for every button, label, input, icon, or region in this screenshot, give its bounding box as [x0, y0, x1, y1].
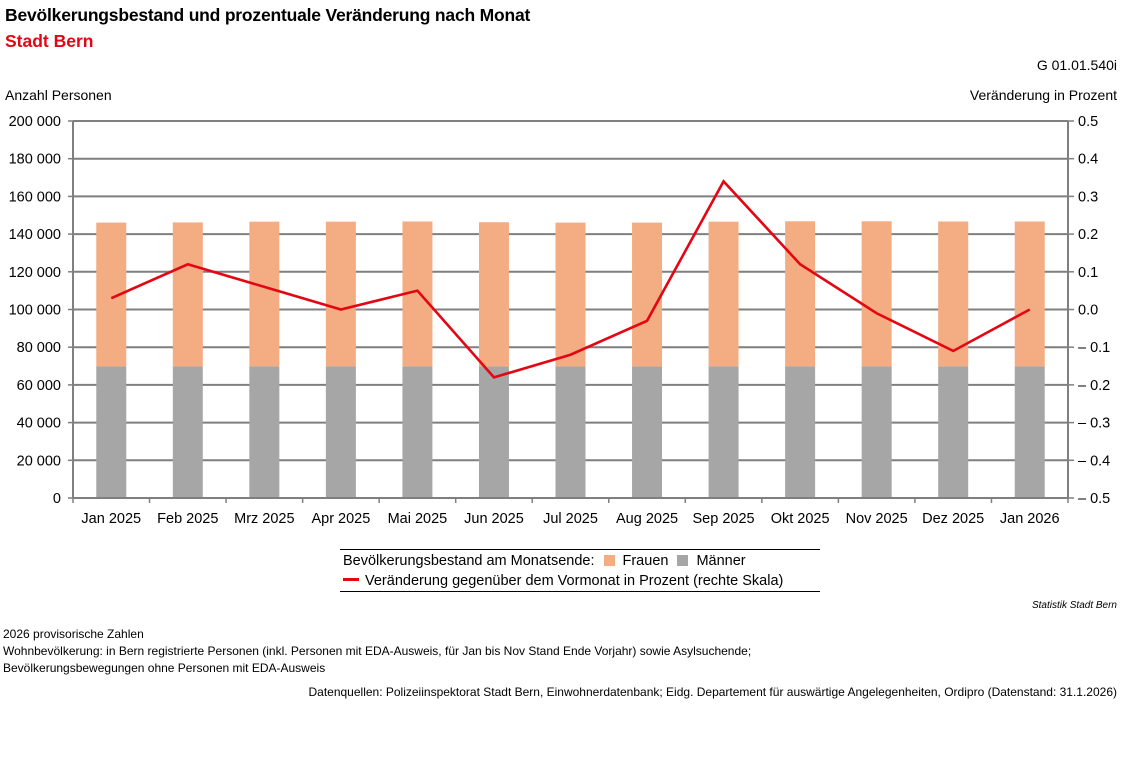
bar-frauen	[861, 221, 892, 367]
y-left-tick-label: 20 000	[17, 453, 61, 469]
legend: Bevölkerungsbestand am Monatsende: Frauen…	[340, 549, 820, 592]
bar-maenner	[402, 366, 433, 498]
y-left-tick-label: 120 000	[9, 265, 61, 281]
note-line: 2026 provisorische Zahlen	[3, 627, 144, 641]
note-line: Bevölkerungsbewegungen ohne Personen mit…	[3, 661, 326, 675]
bar-frauen	[1014, 221, 1045, 367]
brand-credit: Statistik Stadt Bern	[1031, 600, 1117, 611]
bar-maenner	[1014, 366, 1045, 498]
legend-row-line: Veränderung gegenüber dem Vormonat in Pr…	[343, 571, 820, 591]
chart-code: G 01.01.540i	[1036, 57, 1117, 73]
tick-labels: 0 20 000 40 000 60 000 80 000 100 000 120 000 1…	[9, 114, 1111, 527]
chart-title: Bevölkerungsbestand und prozentuale Verä…	[5, 5, 531, 25]
y-right-tick-label: – 0.2	[1078, 378, 1110, 394]
legend-label-frauen: Frauen	[622, 553, 669, 569]
bar-maenner	[478, 366, 509, 498]
y-right-tick-label: 0.3	[1078, 189, 1098, 205]
x-tick-label: Mai 2025	[388, 511, 448, 527]
y-right-tick-label: 0.1	[1078, 265, 1098, 281]
y-left-tick-label: 160 000	[9, 189, 61, 205]
y-right-tick-label: 0.2	[1078, 227, 1098, 243]
bar-maenner	[555, 366, 586, 498]
y-left-tick-label: 200 000	[9, 114, 61, 130]
bar-maenner	[172, 366, 203, 498]
x-tick-label: Okt 2025	[771, 511, 830, 527]
bar-frauen	[325, 221, 356, 367]
y-right-tick-label: 0.4	[1078, 152, 1098, 168]
bar-frauen	[478, 222, 509, 367]
y-left-tick-label: 180 000	[9, 152, 61, 168]
change-line-group	[110, 179, 1031, 379]
bar-maenner	[938, 366, 969, 498]
bar-frauen	[938, 221, 969, 367]
y-left-tick-label: 40 000	[17, 416, 61, 432]
bar-frauen	[632, 222, 663, 367]
x-tick-label: Jun 2025	[464, 511, 524, 527]
note-line: Wohnbevölkerung: in Bern registrierte Pe…	[3, 644, 752, 658]
footer-notes: 2026 provisorische Zahlen Wohnbevölkerun…	[3, 626, 751, 677]
y-axis-right-label: Veränderung in Prozent	[969, 87, 1117, 103]
legend-swatch-frauen	[603, 555, 615, 566]
x-tick-label: Aug 2025	[616, 511, 678, 527]
y-left-tick-label: 100 000	[9, 303, 61, 319]
y-right-tick-label: 0.0	[1078, 303, 1098, 319]
x-tick-label: Dez 2025	[922, 511, 984, 527]
legend-label-line: Veränderung gegenüber dem Vormonat in Pr…	[365, 573, 784, 589]
legend-label-maenner: Männer	[696, 553, 746, 569]
bar-maenner	[861, 366, 892, 498]
legend-row-bars: Bevölkerungsbestand am Monatsende: Frauen…	[343, 551, 820, 571]
bar-maenner	[785, 366, 816, 498]
y-right-tick-label: – 0.4	[1078, 453, 1110, 469]
legend-swatch-maenner	[677, 555, 689, 566]
x-tick-label: Apr 2025	[311, 511, 370, 527]
axes	[68, 120, 1074, 503]
bar-frauen	[555, 222, 586, 367]
x-tick-label: Nov 2025	[846, 511, 908, 527]
x-tick-label: Jul 2025	[543, 511, 598, 527]
x-tick-label: Sep 2025	[693, 511, 755, 527]
y-right-tick-label: – 0.5	[1078, 491, 1110, 507]
y-right-tick-label: – 0.3	[1078, 416, 1110, 432]
x-tick-label: Jan 2025	[81, 511, 141, 527]
x-tick-label: Jan 2026	[1000, 511, 1060, 527]
y-left-tick-label: 80 000	[17, 340, 61, 356]
x-tick-label: Mrz 2025	[234, 511, 294, 527]
bar-frauen	[785, 221, 816, 367]
y-left-tick-label: 60 000	[17, 378, 61, 394]
bar-maenner	[249, 366, 280, 498]
bar-frauen	[708, 221, 739, 367]
bars	[96, 221, 1045, 498]
legend-swatch-line	[343, 578, 359, 581]
y-left-tick-label: 0	[53, 491, 61, 507]
chart-subtitle: Stadt Bern	[5, 31, 94, 51]
bar-frauen	[172, 222, 203, 367]
legend-prefix: Bevölkerungsbestand am Monatsende:	[343, 553, 595, 569]
bar-maenner	[708, 366, 739, 498]
y-left-tick-label: 140 000	[9, 227, 61, 243]
chart-svg: 0 20 000 40 000 60 000 80 000 100 000 120 000 1…	[9, 114, 1111, 527]
x-tick-label: Feb 2025	[157, 511, 218, 527]
y-axis-left-label: Anzahl Personen	[5, 87, 112, 103]
data-sources: Datenquellen: Polizeiinspektorat Stadt B…	[308, 685, 1117, 699]
bar-maenner	[632, 366, 663, 498]
y-right-tick-label: 0.5	[1078, 114, 1098, 130]
bar-maenner	[325, 366, 356, 498]
bar-frauen	[249, 221, 280, 367]
y-right-tick-label: – 0.1	[1078, 340, 1110, 356]
bar-maenner	[96, 366, 127, 498]
